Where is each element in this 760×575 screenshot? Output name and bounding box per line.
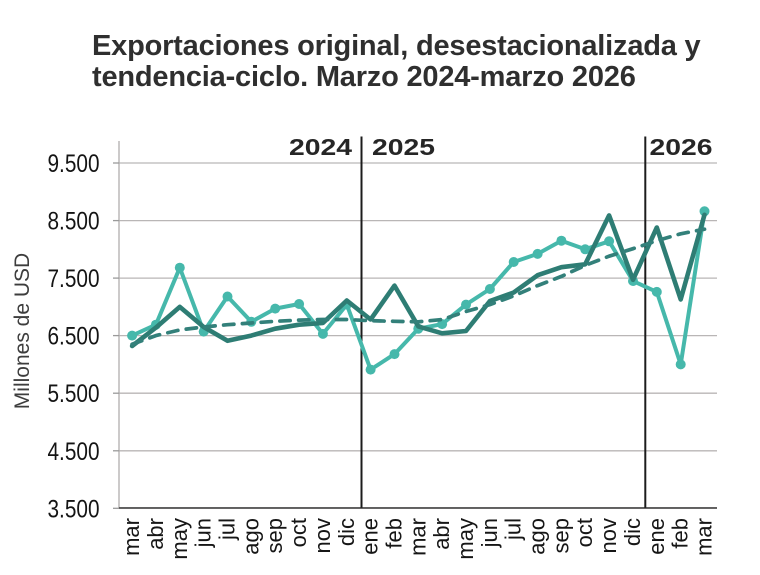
svg-text:Millones de USD: Millones de USD (11, 253, 34, 409)
svg-text:ago: ago (525, 518, 550, 555)
svg-text:feb: feb (382, 518, 407, 549)
svg-text:5.500: 5.500 (48, 380, 100, 408)
svg-text:feb: feb (668, 518, 693, 549)
svg-text:8.500: 8.500 (48, 208, 100, 236)
svg-text:may: may (453, 518, 478, 560)
svg-text:abr: abr (143, 518, 168, 550)
svg-text:may: may (167, 518, 192, 560)
svg-text:dic: dic (620, 518, 645, 546)
svg-text:abr: abr (429, 518, 454, 550)
svg-text:7.500: 7.500 (48, 265, 100, 293)
svg-text:2024: 2024 (289, 134, 352, 160)
svg-text:3.500: 3.500 (48, 495, 100, 523)
svg-text:nov: nov (596, 518, 621, 553)
svg-text:mar: mar (405, 518, 430, 556)
svg-text:dic: dic (334, 518, 359, 546)
svg-text:2026: 2026 (650, 134, 713, 160)
svg-text:jun: jun (477, 518, 502, 548)
svg-text:mar: mar (119, 518, 144, 556)
svg-text:nov: nov (310, 518, 335, 553)
svg-text:ene: ene (644, 518, 669, 555)
svg-text:jul: jul (215, 518, 240, 541)
svg-text:6.500: 6.500 (48, 323, 100, 351)
svg-text:mar: mar (692, 518, 717, 556)
svg-text:sep: sep (548, 518, 573, 553)
svg-text:jun: jun (191, 518, 216, 548)
svg-text:ago: ago (238, 518, 263, 555)
svg-text:ene: ene (358, 518, 383, 555)
svg-text:jul: jul (501, 518, 526, 541)
svg-text:4.500: 4.500 (48, 438, 100, 466)
svg-text:oct: oct (572, 518, 597, 547)
svg-text:9.500: 9.500 (48, 150, 100, 178)
svg-text:oct: oct (286, 518, 311, 547)
svg-text:sep: sep (262, 518, 287, 553)
svg-text:2025: 2025 (372, 134, 435, 160)
